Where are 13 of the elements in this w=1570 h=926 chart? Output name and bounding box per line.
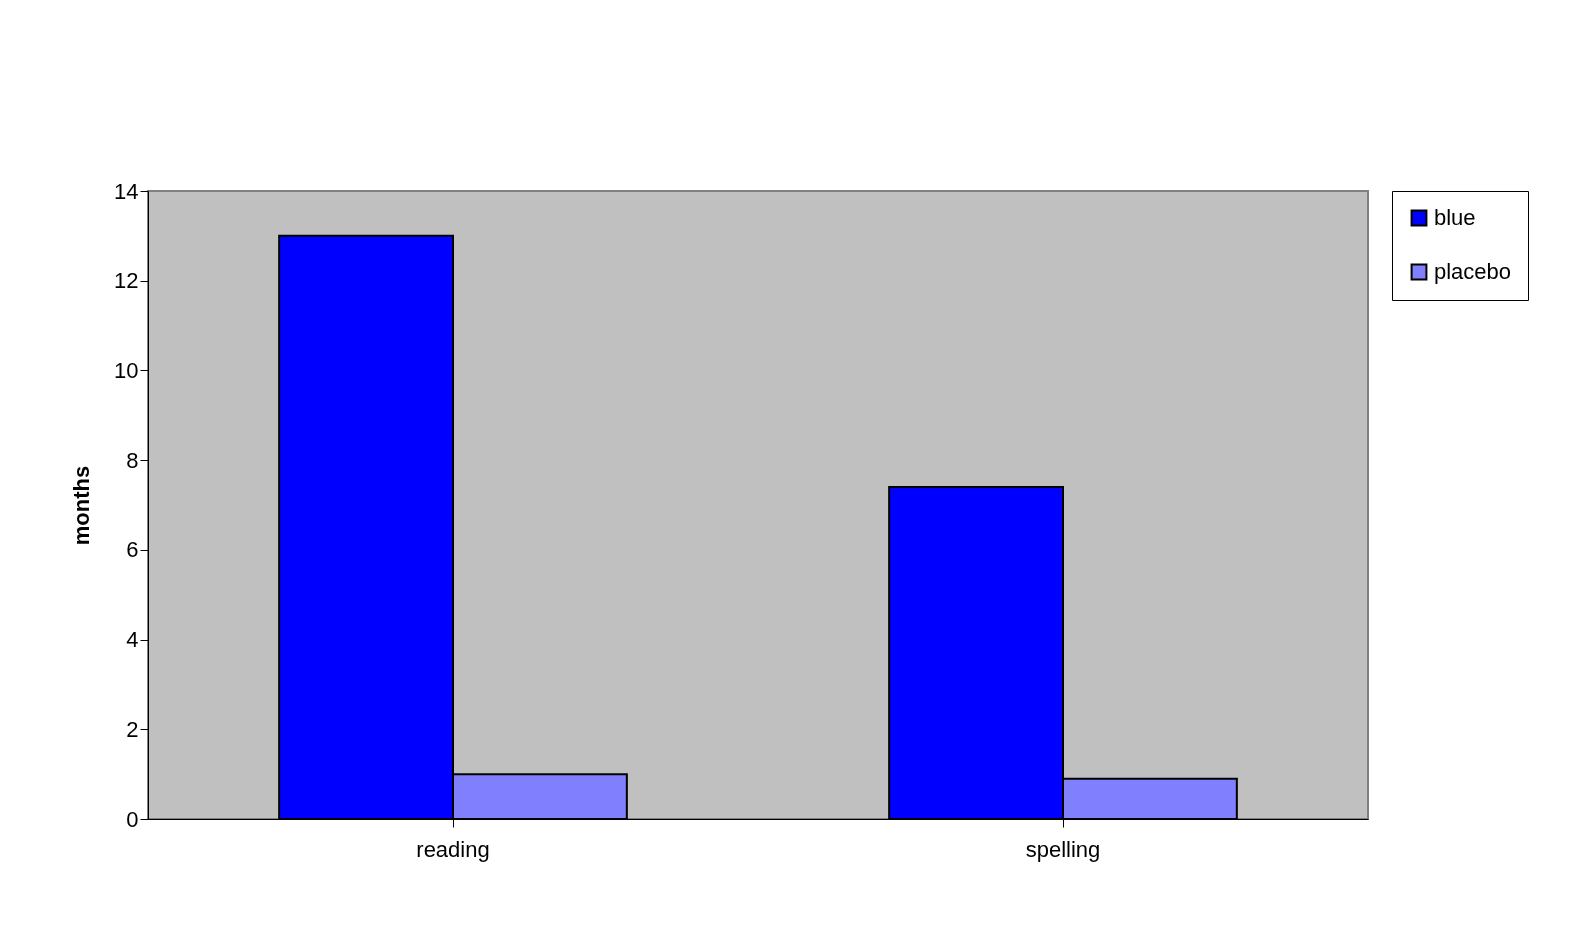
y-tick-label: 6 — [126, 537, 139, 563]
y-tick-label: 2 — [126, 716, 139, 742]
x-tick-label: reading — [416, 836, 490, 862]
x-tick-label: spelling — [1025, 836, 1101, 862]
y-axis-title: months — [69, 465, 95, 546]
y-tick-label: 0 — [126, 806, 139, 832]
legend-label: blue — [1434, 205, 1476, 230]
y-tick-label: 10 — [114, 357, 139, 383]
y-tick-label: 12 — [114, 268, 139, 294]
legend-label: placebo — [1434, 259, 1512, 284]
y-tick-label: 14 — [114, 178, 139, 204]
y-tick-label: 8 — [126, 447, 139, 473]
y-tick-label: 4 — [126, 627, 139, 653]
